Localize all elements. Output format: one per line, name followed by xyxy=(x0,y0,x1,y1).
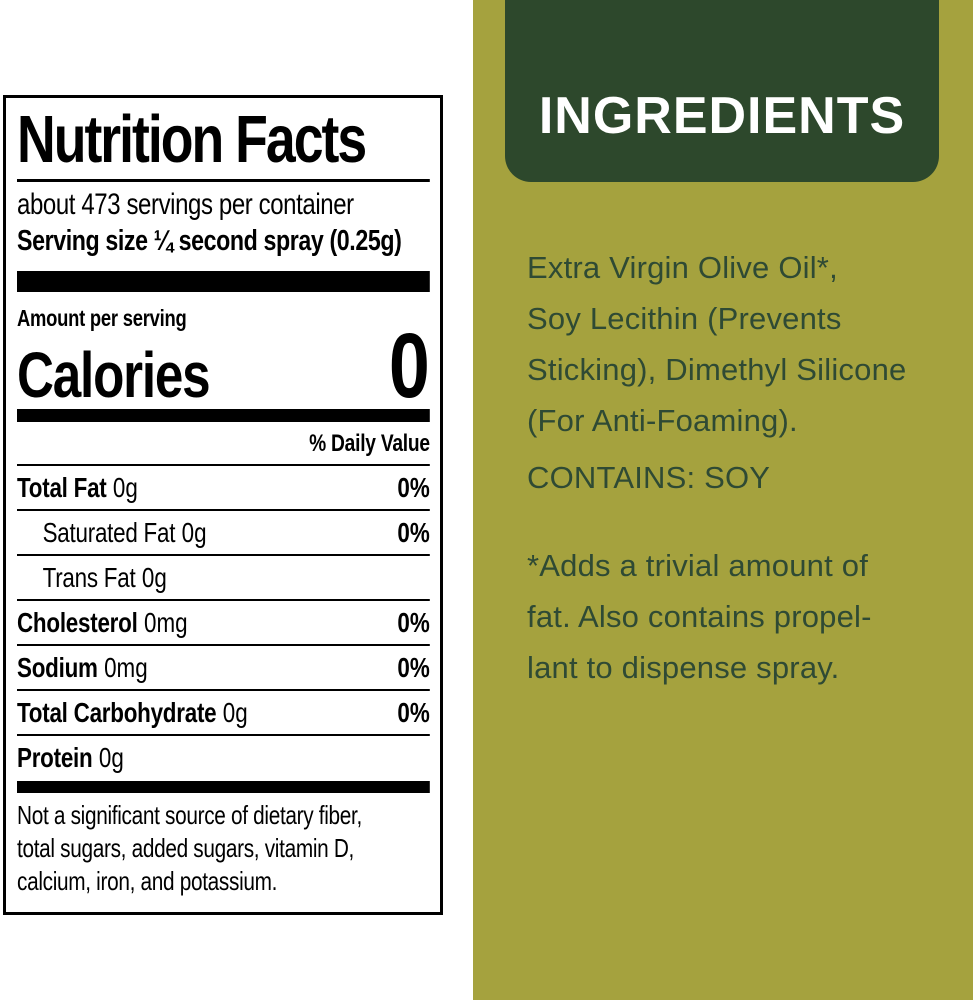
nutrient-text: Total Carbohydrate 0g xyxy=(17,697,248,728)
calories-label: Calories xyxy=(17,339,211,411)
nutrient-name: Sodium xyxy=(17,652,98,683)
nutrient-daily-value: 0% xyxy=(397,697,430,728)
nutrient-row-total-carbohydrate: Total Carbohydrate 0g 0% xyxy=(17,689,430,734)
nutrient-text: Sodium 0mg xyxy=(17,652,148,683)
ingredients-footnote: *Adds a trivial amount of fat. Also cont… xyxy=(527,548,872,685)
nutrient-name: Total Carbohydrate xyxy=(17,697,217,728)
ingredients-panel: INGREDIENTS Extra Virgin Olive Oil*, Soy… xyxy=(473,0,973,1000)
calories-row: Calories 0 xyxy=(17,315,430,417)
footnote-separator-bar xyxy=(17,781,430,793)
title-rule xyxy=(17,179,430,182)
daily-value-header: % Daily Value xyxy=(17,422,430,466)
nutrient-text: Trans Fat 0g xyxy=(17,562,167,593)
serving-size: Serving size ¼ second spray (0.25g) xyxy=(17,225,402,257)
contains-statement: CONTAINS: SOY xyxy=(527,460,771,495)
nutrient-text: Protein 0g xyxy=(17,742,124,773)
nutrient-amount: 0g xyxy=(141,562,167,593)
nutrition-facts-content: Nutrition Facts about 473 servings per c… xyxy=(17,102,430,898)
calories-separator-bar xyxy=(17,409,430,422)
nutrition-title: Nutrition Facts xyxy=(17,102,367,177)
nutrient-row-protein: Protein 0g xyxy=(17,734,430,779)
nutrition-facts-label: Nutrition Facts about 473 servings per c… xyxy=(3,95,443,915)
nutrient-daily-value: 0% xyxy=(397,517,430,548)
ingredients-header-card: INGREDIENTS xyxy=(505,0,939,182)
nutrient-row-cholesterol: Cholesterol 0mg 0% xyxy=(17,599,430,644)
ingredients-title: INGREDIENTS xyxy=(538,87,906,145)
nutrition-footnote: Not a significant source of dietary fibe… xyxy=(17,800,362,896)
nutrient-row-saturated-fat: Saturated Fat 0g 0% xyxy=(17,509,430,554)
nutrient-amount: 0g xyxy=(181,517,207,548)
nutrient-name: Saturated Fat xyxy=(42,517,176,548)
nutrient-name: Protein xyxy=(17,742,93,773)
nutrient-name: Trans Fat xyxy=(42,562,136,593)
nutrient-amount: 0mg xyxy=(104,652,148,683)
nutrient-amount: 0g xyxy=(112,472,138,503)
nutrient-daily-value: 0% xyxy=(397,472,430,503)
amount-per-serving: Amount per serving xyxy=(17,305,187,331)
nutrient-text: Saturated Fat 0g xyxy=(17,517,207,548)
nutrient-name: Total Fat xyxy=(17,472,107,503)
serving-separator-bar xyxy=(17,271,430,292)
nutrient-name: Cholesterol xyxy=(17,607,138,638)
nutrient-amount: 0g xyxy=(222,697,248,728)
nutrient-row-sodium: Sodium 0mg 0% xyxy=(17,644,430,689)
nutrient-daily-value: 0% xyxy=(397,607,430,638)
nutrient-amount: 0mg xyxy=(143,607,188,638)
nutrient-row-trans-fat: Trans Fat 0g xyxy=(17,554,430,599)
nutrient-text: Total Fat 0g xyxy=(17,472,138,503)
calories-value: 0 xyxy=(388,315,430,417)
nutrient-amount: 0g xyxy=(98,742,124,773)
nutrient-text: Cholesterol 0mg xyxy=(17,607,188,638)
ingredients-list: Extra Virgin Olive Oil*, Soy Lecithin (P… xyxy=(527,250,907,438)
nutrient-daily-value: 0% xyxy=(397,652,430,683)
nutrient-row-total-fat: Total Fat 0g 0% xyxy=(17,466,430,509)
servings-per-container: about 473 servings per container xyxy=(17,188,354,221)
nutrition-panel: Nutrition Facts about 473 servings per c… xyxy=(0,0,473,1000)
